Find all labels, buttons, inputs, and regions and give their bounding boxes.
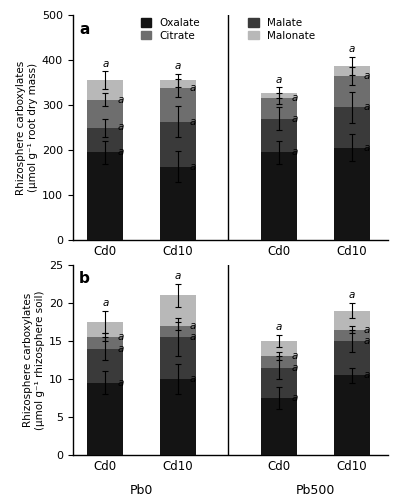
Bar: [87, 383, 124, 455]
Text: a: a: [292, 114, 298, 124]
Bar: [261, 356, 297, 368]
Bar: [334, 341, 370, 375]
Bar: [160, 88, 196, 122]
Text: a: a: [348, 290, 355, 300]
Bar: [160, 337, 196, 379]
Bar: [334, 310, 370, 330]
Text: a: a: [190, 332, 196, 342]
Text: a: a: [364, 102, 370, 113]
Text: a: a: [102, 58, 109, 68]
Text: a: a: [292, 351, 298, 361]
Text: a: a: [292, 362, 298, 372]
Text: a: a: [118, 147, 124, 157]
Text: a: a: [79, 22, 89, 37]
Bar: [334, 66, 370, 76]
Text: a: a: [364, 324, 370, 334]
Text: b: b: [79, 270, 90, 285]
Text: a: a: [118, 122, 124, 132]
Text: a: a: [276, 322, 282, 332]
Bar: [261, 398, 297, 455]
Text: a: a: [190, 116, 196, 126]
Bar: [87, 80, 124, 100]
Text: a: a: [190, 162, 196, 172]
Legend: Malate, Malonate: Malate, Malonate: [248, 18, 315, 40]
Text: a: a: [292, 147, 298, 157]
Bar: [261, 152, 297, 240]
Text: a: a: [190, 321, 196, 331]
Text: a: a: [175, 61, 181, 71]
Text: a: a: [190, 374, 196, 384]
Bar: [334, 330, 370, 341]
Text: a: a: [364, 143, 370, 153]
Text: a: a: [364, 70, 370, 81]
Bar: [160, 122, 196, 166]
Bar: [87, 100, 124, 128]
Text: a: a: [118, 344, 124, 353]
Y-axis label: Rhizosphere carboxylates
(μmol g⁻¹ rhizosphere soil): Rhizosphere carboxylates (μmol g⁻¹ rhizo…: [23, 290, 45, 430]
Text: a: a: [364, 370, 370, 380]
Bar: [160, 166, 196, 240]
Bar: [160, 296, 196, 326]
Text: a: a: [118, 332, 124, 342]
Bar: [334, 375, 370, 455]
Text: a: a: [118, 94, 124, 104]
Bar: [87, 348, 124, 383]
Text: a: a: [292, 93, 298, 104]
Y-axis label: Rhizosphere carboxylates
(μmol g⁻¹ root dry mass): Rhizosphere carboxylates (μmol g⁻¹ root …: [16, 60, 38, 194]
Text: a: a: [118, 378, 124, 388]
Bar: [261, 118, 297, 152]
Text: a: a: [102, 298, 109, 308]
Text: Pb500: Pb500: [296, 484, 335, 497]
Bar: [160, 379, 196, 455]
Text: Pb0: Pb0: [130, 484, 153, 497]
Text: a: a: [292, 393, 298, 403]
Bar: [160, 80, 196, 88]
Text: a: a: [364, 336, 370, 346]
Bar: [87, 337, 124, 348]
Bar: [87, 152, 124, 240]
Text: a: a: [175, 272, 181, 281]
Bar: [261, 341, 297, 356]
Bar: [334, 108, 370, 148]
Bar: [261, 93, 297, 98]
Bar: [87, 128, 124, 152]
Bar: [87, 322, 124, 337]
Text: a: a: [276, 74, 282, 85]
Bar: [160, 326, 196, 337]
Bar: [334, 76, 370, 108]
Text: a: a: [348, 44, 355, 54]
Bar: [334, 148, 370, 240]
Bar: [261, 98, 297, 118]
Text: a: a: [190, 83, 196, 93]
Bar: [261, 368, 297, 398]
